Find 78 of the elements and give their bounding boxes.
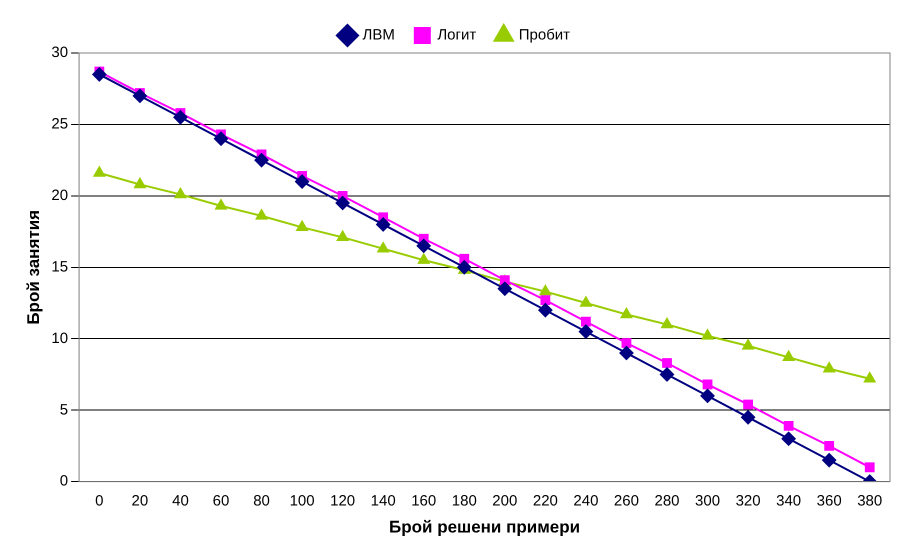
point [416, 238, 431, 253]
y-tick-label: 0 [60, 472, 68, 490]
point [214, 132, 228, 146]
point [743, 400, 753, 410]
y-tick-label: 5 [60, 401, 68, 418]
legend-label: Пробит [518, 26, 570, 44]
x-tick-label: 160 [411, 492, 436, 510]
point [498, 282, 512, 296]
point [619, 346, 634, 360]
point [741, 410, 756, 424]
point [578, 324, 593, 339]
point [94, 166, 106, 177]
x-tick-label: 140 [370, 492, 396, 510]
point [215, 199, 227, 210]
point [782, 350, 794, 362]
x-tick-label: 260 [614, 492, 639, 510]
point [254, 153, 269, 168]
y-tick-label: 10 [51, 330, 68, 347]
x-tick-label: 20 [132, 492, 148, 510]
point [864, 372, 876, 382]
point [782, 432, 796, 446]
x-tick-label: 360 [816, 492, 842, 510]
point [702, 329, 714, 340]
point [132, 88, 147, 103]
x-tick-label: 100 [290, 492, 315, 510]
x-tick-label: 220 [532, 492, 558, 510]
point [336, 230, 348, 242]
point [418, 254, 430, 264]
y-tick-label: 20 [51, 187, 68, 204]
point [784, 420, 794, 431]
x-tick-label: 240 [573, 492, 598, 510]
y-tick-label: 30 [51, 44, 68, 62]
point [824, 440, 834, 451]
point [538, 303, 552, 318]
point [92, 67, 106, 82]
point [700, 388, 715, 403]
point [660, 367, 674, 382]
point [622, 338, 632, 348]
x-tick-label: 60 [212, 492, 230, 510]
y-tick-label: 15 [51, 258, 68, 276]
point [661, 318, 673, 328]
x-tick-label: 0 [95, 492, 104, 510]
x-tick-label: 300 [695, 492, 720, 510]
point [457, 260, 472, 274]
point [256, 209, 268, 220]
x-axis-title: Брой решени примери [389, 517, 580, 536]
point [134, 178, 146, 188]
x-tick-label: 280 [654, 492, 680, 510]
x-tick-label: 200 [492, 492, 518, 510]
point [295, 174, 310, 189]
point [580, 296, 592, 307]
x-tick-label: 380 [857, 492, 882, 510]
x-tick-label: 80 [253, 492, 270, 510]
point [581, 316, 591, 326]
y-axis-title: Брой занятия [24, 210, 43, 325]
point [296, 220, 308, 232]
point [376, 217, 390, 232]
point [864, 462, 875, 472]
point [742, 339, 754, 350]
y-tick-label: 25 [51, 116, 68, 133]
point [540, 285, 552, 296]
legend-label: Логит [437, 26, 476, 44]
x-tick-label: 320 [736, 492, 761, 510]
point [540, 295, 550, 306]
x-tick-label: 340 [776, 492, 802, 510]
point [662, 358, 672, 368]
point [336, 196, 350, 210]
point [620, 308, 632, 318]
x-tick-label: 120 [330, 492, 356, 510]
point [377, 242, 389, 252]
point [822, 453, 836, 468]
point [173, 110, 188, 124]
point [823, 362, 835, 372]
legend-label: ЛВМ [362, 26, 395, 44]
x-tick-label: 180 [452, 492, 477, 510]
x-tick-label: 40 [172, 492, 189, 510]
point [702, 380, 712, 390]
point [174, 188, 186, 198]
